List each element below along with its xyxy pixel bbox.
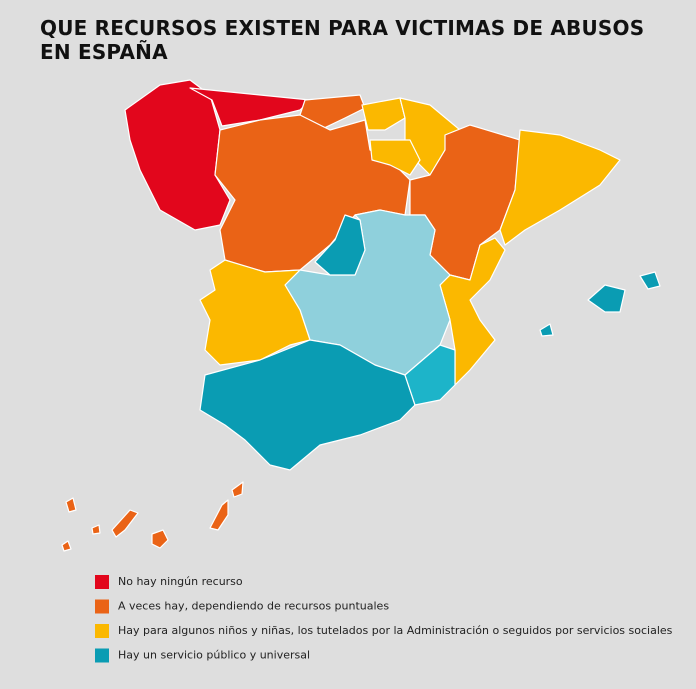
region bbox=[209, 499, 229, 531]
legend: No hay ningún recurso A veces hay, depend… bbox=[95, 575, 673, 663]
region bbox=[314, 214, 366, 276]
region bbox=[231, 481, 244, 498]
regions bbox=[61, 79, 661, 552]
legend-label: A veces hay, dependiendo de recursos pun… bbox=[118, 600, 389, 613]
map-title: QUE RECURSOS EXISTEN PARA VICTIMAS DE AB… bbox=[40, 16, 645, 64]
region bbox=[61, 540, 72, 552]
region bbox=[369, 139, 421, 176]
region bbox=[91, 524, 101, 535]
legend-swatch bbox=[95, 599, 109, 614]
region bbox=[199, 339, 416, 471]
region bbox=[539, 323, 554, 337]
region bbox=[361, 97, 406, 131]
legend-swatch bbox=[95, 624, 109, 638]
region bbox=[111, 509, 139, 538]
region bbox=[124, 79, 231, 231]
region bbox=[151, 529, 169, 549]
region bbox=[189, 87, 311, 127]
region bbox=[499, 129, 621, 246]
region bbox=[639, 271, 661, 290]
legend-label: Hay un servicio público y universal bbox=[118, 649, 310, 662]
region bbox=[65, 497, 77, 513]
legend-label: No hay ningún recurso bbox=[118, 575, 243, 588]
legend-swatch bbox=[95, 648, 109, 663]
legend-label: Hay para algunos niños y niñas, los tute… bbox=[118, 624, 673, 637]
legend-swatch bbox=[95, 575, 109, 589]
region bbox=[404, 344, 456, 406]
region bbox=[587, 284, 626, 313]
